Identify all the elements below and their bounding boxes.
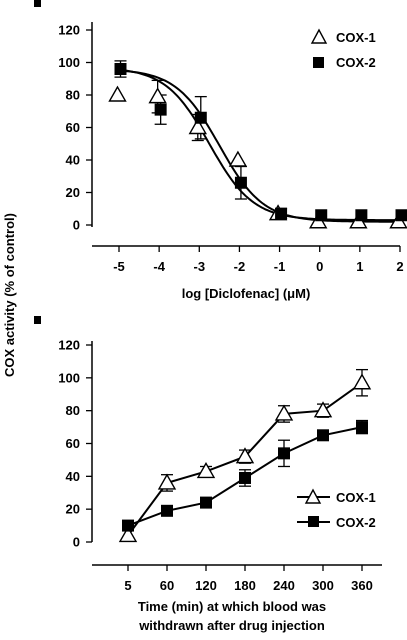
panel-b-y-tick-label: 40 bbox=[66, 469, 80, 484]
panel-b-point-cox-2 bbox=[317, 429, 329, 442]
panel-a-y-tick-label: 100 bbox=[58, 55, 80, 70]
panel-a-y-tick-label: 80 bbox=[66, 88, 80, 103]
chart-panel-b: 0 20 40 60 80 100 120 5 60 120 180 240 300 360 Time … bbox=[58, 338, 382, 633]
panel-a-data-points bbox=[108, 63, 407, 229]
panel-a-x-tick-label: 0 bbox=[316, 259, 323, 274]
panel-b-point-cox-2 bbox=[239, 471, 251, 484]
legend-b-cox2-label: COX-2 bbox=[336, 515, 376, 530]
panel-b-x-tick-label: 240 bbox=[273, 578, 295, 593]
panel-a-point-cox-1 bbox=[228, 150, 248, 167]
panel-b-x-tick-label: 120 bbox=[195, 578, 217, 593]
panel-a-y-tick-label: 0 bbox=[73, 218, 80, 233]
panel-a-y-tick-label: 60 bbox=[66, 120, 80, 135]
panel-b-x-tick-label: 360 bbox=[351, 578, 373, 593]
panel-b-point-cox-1 bbox=[157, 473, 177, 490]
panel-b-marker bbox=[34, 316, 41, 324]
legend-a-cox1-label: COX-1 bbox=[336, 30, 376, 45]
legend-b-cox1-label: COX-1 bbox=[336, 490, 376, 505]
shared-y-axis-label: COX activity (% of control) bbox=[2, 213, 17, 377]
panel-a-point-cox-2 bbox=[234, 176, 247, 189]
panel-b-data-points bbox=[118, 373, 372, 543]
panel-b-y-tick-label: 120 bbox=[58, 338, 80, 353]
panel-a-y-tick-label: 120 bbox=[58, 23, 80, 38]
panel-a-x-tick-label: -2 bbox=[234, 259, 246, 274]
panel-b-y-ticks: 0 20 40 60 80 100 120 bbox=[58, 338, 92, 550]
panel-a-legend: COX-1 COX-2 bbox=[310, 28, 376, 70]
panel-a-point-cox-2 bbox=[395, 209, 407, 222]
panel-a-point-cox-2 bbox=[194, 111, 207, 124]
panel-a-x-tick-label: -4 bbox=[153, 259, 165, 274]
panel-a-y-tick-label: 20 bbox=[66, 185, 80, 200]
panel-b-y-tick-label: 20 bbox=[66, 502, 80, 517]
panel-b-point-cox-2 bbox=[278, 447, 290, 460]
panel-a-x-tick-label: -5 bbox=[113, 259, 125, 274]
panel-a-x-axis-label: log [Diclofenac] (μM) bbox=[182, 286, 311, 301]
panel-a-x-tick-label: -3 bbox=[194, 259, 206, 274]
legend-a-cox2-marker bbox=[313, 57, 324, 68]
panel-a-point-cox-1 bbox=[188, 118, 207, 135]
panel-b-point-cox-2 bbox=[200, 496, 212, 509]
panel-b-y-tick-label: 60 bbox=[66, 436, 80, 451]
panel-a-fit-curve-cox-2 bbox=[118, 68, 400, 222]
panel-b-x-axis-label-line1: Time (min) at which blood was bbox=[138, 599, 326, 614]
chart-panel-a: 0 20 40 60 80 100 120 -5 -4 -3 -2 -1 0 1 2 log [Diclo… bbox=[58, 22, 407, 301]
panel-b-x-tick-label: 300 bbox=[312, 578, 334, 593]
panel-a-marker bbox=[34, 0, 41, 7]
panel-b-x-tick-label: 60 bbox=[160, 578, 174, 593]
legend-b-cox2-marker bbox=[308, 516, 319, 527]
panel-a-point-cox-2 bbox=[355, 209, 368, 222]
panel-a-point-cox-2 bbox=[154, 103, 167, 116]
panel-b-point-cox-1 bbox=[274, 404, 294, 421]
panel-b-x-tick-label: 180 bbox=[234, 578, 256, 593]
panel-a-fit-curve-cox-1 bbox=[118, 69, 400, 223]
panel-b-point-cox-1 bbox=[118, 526, 138, 543]
panel-a-y-tick-label: 40 bbox=[66, 153, 80, 168]
panel-b-point-cox-1 bbox=[352, 373, 372, 390]
panel-a-x-ticks: -5 -4 -3 -2 -1 0 1 2 bbox=[113, 246, 404, 274]
panel-a-point-cox-2 bbox=[315, 209, 328, 222]
panel-b-point-cox-2 bbox=[356, 421, 368, 434]
panel-a-y-ticks: 0 20 40 60 80 100 120 bbox=[58, 23, 92, 233]
panel-a-point-cox-2 bbox=[275, 207, 288, 220]
panel-b-point-cox-1 bbox=[313, 401, 333, 418]
panel-a-point-cox-1 bbox=[108, 85, 127, 102]
panel-b-x-tick-label: 5 bbox=[124, 578, 131, 593]
panel-a-x-tick-label: 2 bbox=[396, 259, 403, 274]
panel-b-legend: COX-1 COX-2 bbox=[297, 488, 376, 530]
legend-a-cox2-label: COX-2 bbox=[336, 55, 376, 70]
panel-b-point-cox-1 bbox=[196, 461, 216, 479]
legend-b-cox1-marker bbox=[304, 488, 322, 504]
panel-a-point-cox-2 bbox=[114, 63, 127, 75]
panel-b-y-tick-label: 100 bbox=[58, 370, 80, 385]
panel-a-x-tick-label: -1 bbox=[274, 259, 286, 274]
panel-b-x-ticks: 5 60 120 180 240 300 360 bbox=[124, 565, 373, 593]
panel-b-y-tick-label: 0 bbox=[73, 535, 80, 550]
legend-a-cox1-marker bbox=[310, 28, 328, 44]
panel-b-point-cox-2 bbox=[122, 519, 134, 532]
panel-a-x-tick-label: 1 bbox=[356, 259, 363, 274]
panel-a-fit-curves bbox=[118, 68, 400, 223]
panel-b-y-tick-label: 80 bbox=[66, 403, 80, 418]
panel-b-x-axis-label-line2: withdrawn after drug injection bbox=[138, 618, 325, 633]
panel-b-point-cox-1 bbox=[235, 447, 255, 464]
panel-a-point-cox-1 bbox=[148, 87, 167, 104]
panel-b-point-cox-2 bbox=[161, 504, 173, 517]
